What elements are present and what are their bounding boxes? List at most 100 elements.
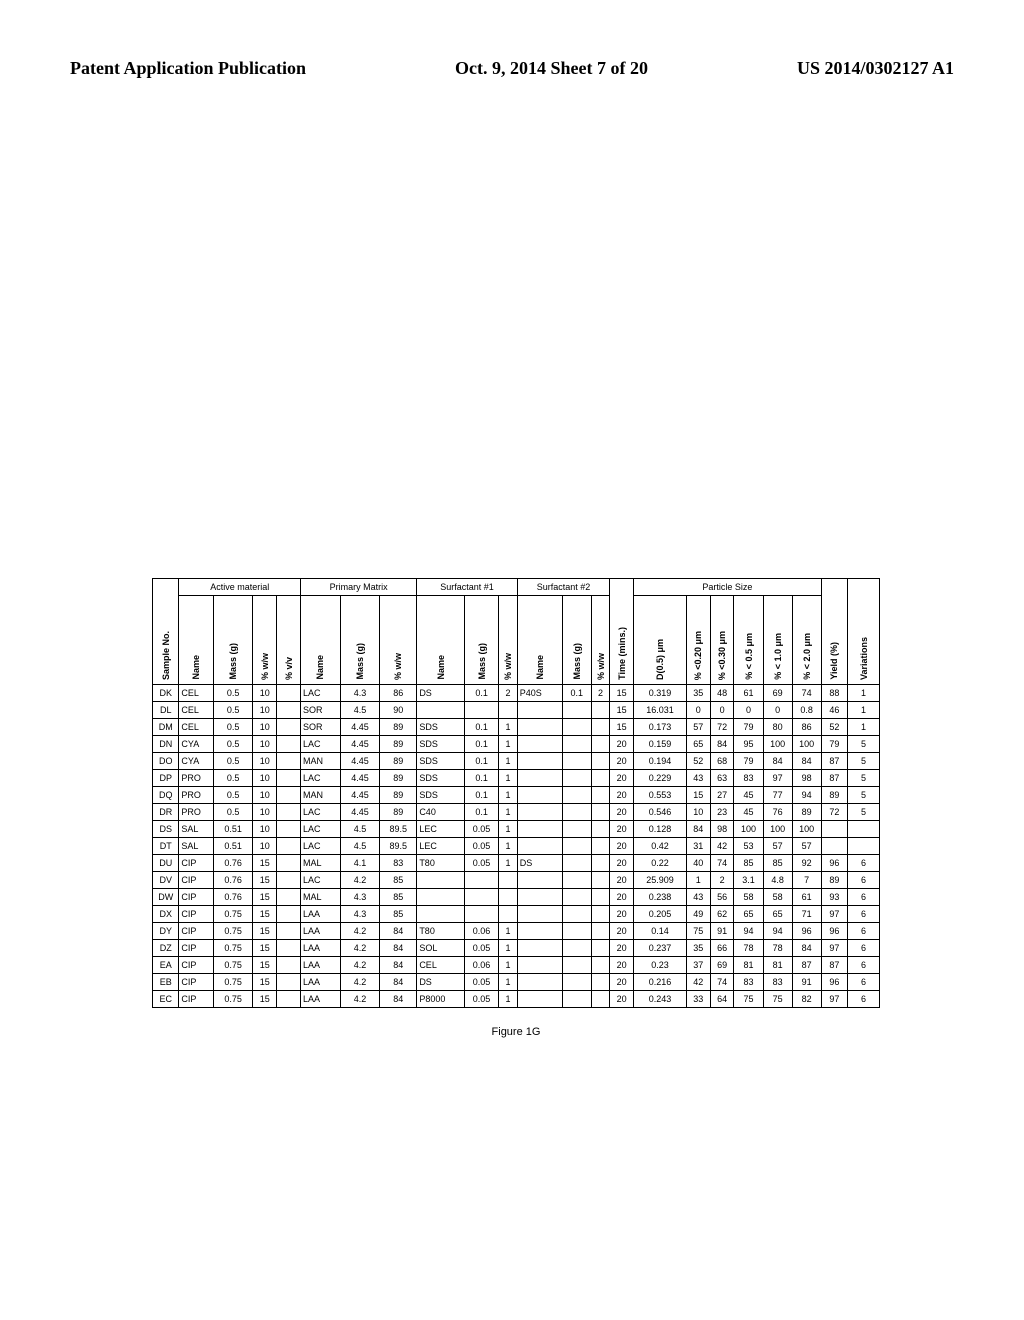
cell-s1m: 0.06 bbox=[464, 923, 498, 940]
cell-c3: 81 bbox=[734, 957, 763, 974]
cell-v bbox=[277, 957, 301, 974]
cell-w: 15 bbox=[253, 923, 277, 940]
table-row: DKCEL0.510LAC4.386DS0.12P40S0.12150.3193… bbox=[153, 685, 880, 702]
cell-c1: 43 bbox=[686, 770, 710, 787]
cell-s1w bbox=[499, 702, 518, 719]
header-mid: Oct. 9, 2014 Sheet 7 of 20 bbox=[455, 58, 648, 79]
cell-c4: 100 bbox=[763, 821, 792, 838]
cell-s: DO bbox=[153, 753, 179, 770]
cell-s2w bbox=[591, 736, 610, 753]
cell-pn: LAA bbox=[301, 940, 341, 957]
cell-w: 15 bbox=[253, 974, 277, 991]
col-p03: % <0.30 μm bbox=[710, 596, 734, 685]
cell-s: DZ bbox=[153, 940, 179, 957]
cell-pw: 89.5 bbox=[380, 821, 417, 838]
cell-y: 97 bbox=[821, 940, 847, 957]
cell-pn: SOR bbox=[301, 719, 341, 736]
cell-w: 15 bbox=[253, 855, 277, 872]
cell-pm: 4.45 bbox=[340, 787, 380, 804]
cell-t: 20 bbox=[610, 889, 634, 906]
cell-c3: 3.1 bbox=[734, 872, 763, 889]
cell-t: 20 bbox=[610, 957, 634, 974]
cell-c4: 77 bbox=[763, 787, 792, 804]
cell-c3: 45 bbox=[734, 804, 763, 821]
cell-c2: 72 bbox=[710, 719, 734, 736]
cell-s2n bbox=[517, 974, 562, 991]
cell-m: 0.51 bbox=[213, 838, 253, 855]
cell-c4: 76 bbox=[763, 804, 792, 821]
table-row: DLCEL0.510SOR4.5901516.03100000.8461 bbox=[153, 702, 880, 719]
cell-c1: 1 bbox=[686, 872, 710, 889]
cell-s1n: SDS bbox=[417, 753, 465, 770]
cell-s: DQ bbox=[153, 787, 179, 804]
table-row: DZCIP0.7515LAA4.284SOL0.051200.237356678… bbox=[153, 940, 880, 957]
cell-s2w bbox=[591, 753, 610, 770]
cell-pm: 4.1 bbox=[340, 855, 380, 872]
cell-y: 96 bbox=[821, 974, 847, 991]
col-active-mass: Mass (g) bbox=[213, 596, 253, 685]
cell-n: CYA bbox=[179, 736, 213, 753]
cell-pm: 4.2 bbox=[340, 940, 380, 957]
cell-c5: 84 bbox=[792, 940, 821, 957]
cell-c2: 27 bbox=[710, 787, 734, 804]
cell-c4: 69 bbox=[763, 685, 792, 702]
cell-s2n bbox=[517, 838, 562, 855]
cell-m: 0.5 bbox=[213, 685, 253, 702]
cell-s1n: SDS bbox=[417, 736, 465, 753]
cell-v bbox=[277, 770, 301, 787]
cell-t: 15 bbox=[610, 702, 634, 719]
cell-s: DV bbox=[153, 872, 179, 889]
cell-var: 6 bbox=[848, 923, 880, 940]
cell-c4: 57 bbox=[763, 838, 792, 855]
cell-pw: 89 bbox=[380, 736, 417, 753]
cell-n: CIP bbox=[179, 957, 213, 974]
cell-s: DX bbox=[153, 906, 179, 923]
cell-c4: 85 bbox=[763, 855, 792, 872]
cell-t: 20 bbox=[610, 923, 634, 940]
cell-var: 5 bbox=[848, 753, 880, 770]
cell-c1: 31 bbox=[686, 838, 710, 855]
cell-s2n bbox=[517, 770, 562, 787]
cell-s1w: 1 bbox=[499, 719, 518, 736]
cell-c2: 69 bbox=[710, 957, 734, 974]
cell-var: 6 bbox=[848, 872, 880, 889]
cell-s2m bbox=[562, 838, 591, 855]
cell-s2m bbox=[562, 753, 591, 770]
cell-n: CYA bbox=[179, 753, 213, 770]
cell-c5: 91 bbox=[792, 974, 821, 991]
cell-var: 1 bbox=[848, 719, 880, 736]
cell-pm: 4.2 bbox=[340, 872, 380, 889]
cell-v bbox=[277, 685, 301, 702]
cell-t: 15 bbox=[610, 719, 634, 736]
col-pm-mass: Mass (g) bbox=[340, 596, 380, 685]
cell-m: 0.5 bbox=[213, 770, 253, 787]
cell-y bbox=[821, 838, 847, 855]
cell-n: SAL bbox=[179, 838, 213, 855]
cell-pm: 4.2 bbox=[340, 923, 380, 940]
cell-m: 0.76 bbox=[213, 855, 253, 872]
cell-m: 0.75 bbox=[213, 940, 253, 957]
cell-pw: 89 bbox=[380, 770, 417, 787]
cell-s: DY bbox=[153, 923, 179, 940]
cell-pm: 4.45 bbox=[340, 719, 380, 736]
cell-c3: 79 bbox=[734, 753, 763, 770]
cell-c1: 35 bbox=[686, 685, 710, 702]
cell-w: 15 bbox=[253, 991, 277, 1008]
cell-s1w: 1 bbox=[499, 821, 518, 838]
cell-var bbox=[848, 838, 880, 855]
table-row: DPPRO0.510LAC4.4589SDS0.11200.2294363839… bbox=[153, 770, 880, 787]
cell-s2m bbox=[562, 889, 591, 906]
cell-c4: 80 bbox=[763, 719, 792, 736]
cell-s: DL bbox=[153, 702, 179, 719]
cell-var: 5 bbox=[848, 787, 880, 804]
cell-m: 0.5 bbox=[213, 736, 253, 753]
cell-d: 0.14 bbox=[634, 923, 687, 940]
cell-s2w bbox=[591, 906, 610, 923]
cell-n: CIP bbox=[179, 855, 213, 872]
cell-s1w bbox=[499, 906, 518, 923]
cell-pw: 89 bbox=[380, 804, 417, 821]
cell-s1n bbox=[417, 872, 465, 889]
cell-s: EC bbox=[153, 991, 179, 1008]
cell-var: 1 bbox=[848, 702, 880, 719]
table-row: DNCYA0.510LAC4.4589SDS0.11200.1596584951… bbox=[153, 736, 880, 753]
